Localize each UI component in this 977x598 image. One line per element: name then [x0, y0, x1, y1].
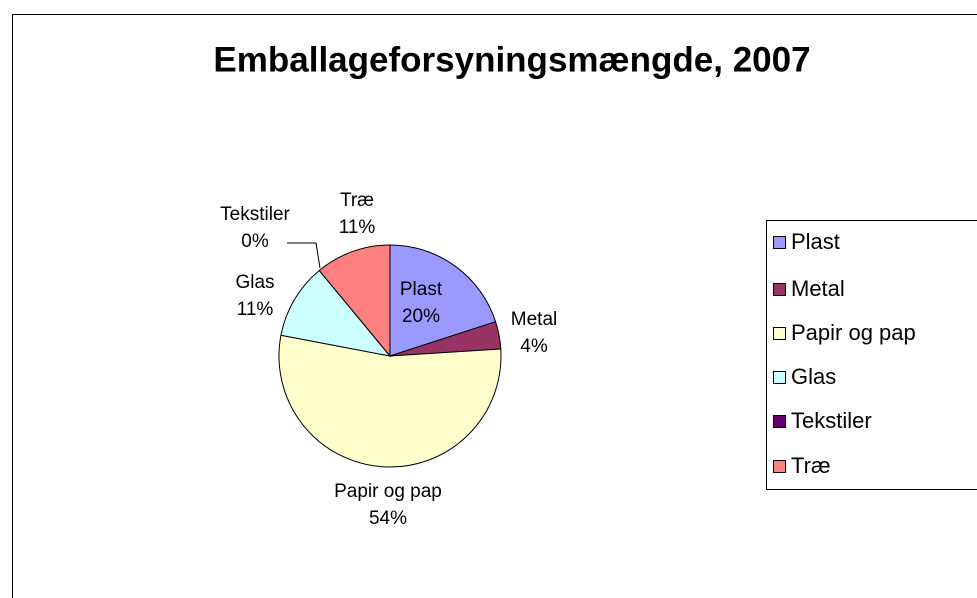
data-label-value: 0%	[241, 231, 269, 252]
data-label-name: Plast	[400, 279, 443, 300]
pie-slice	[278, 334, 502, 468]
legend-swatch	[773, 460, 786, 473]
pie-slice	[389, 244, 497, 357]
data-label-value: 11%	[237, 299, 274, 320]
data-label-name: Glas	[235, 272, 274, 293]
legend-swatch	[773, 283, 786, 296]
legend-box	[766, 220, 977, 490]
pie-slice	[318, 244, 391, 358]
data-label-value: 54%	[369, 508, 407, 529]
legend-swatch	[773, 327, 786, 340]
legend-label: Træ	[791, 453, 831, 478]
chart-title: Emballageforsyningsmængde, 2007	[213, 40, 810, 79]
legend-swatch	[773, 236, 786, 249]
legend-label: Tekstiler	[791, 408, 872, 433]
legend-swatch	[773, 371, 786, 384]
data-label-name: Træ	[340, 190, 374, 211]
pie-slice	[280, 269, 392, 357]
data-label-value: 11%	[339, 217, 376, 238]
data-label-value: 20%	[402, 306, 440, 327]
legend-label: Glas	[791, 364, 836, 389]
leader-line	[287, 242, 321, 269]
data-label-value: 4%	[520, 336, 548, 357]
legend-label: Plast	[791, 229, 840, 254]
data-label-name: Tekstiler	[220, 204, 290, 225]
legend-label: Papir og pap	[791, 320, 916, 345]
data-label-name: Papir og pap	[334, 481, 442, 502]
legend-swatch	[773, 415, 786, 428]
legend-label: Metal	[791, 276, 845, 301]
data-label-name: Metal	[511, 309, 557, 330]
